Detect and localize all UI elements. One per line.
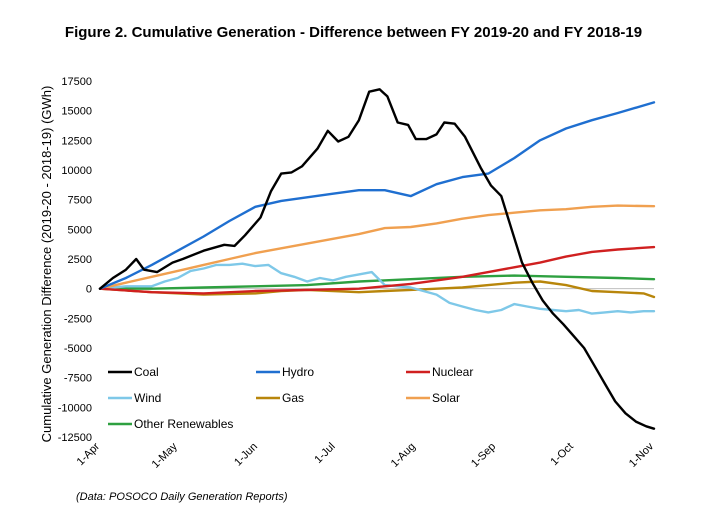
y-tick-label: 5000 (68, 224, 92, 236)
x-tick-label: 1-Apr (75, 440, 103, 468)
x-tick-label: 1-Sep (469, 441, 498, 470)
series-line-gas (98, 280, 656, 299)
y-tick-label: -10000 (58, 402, 92, 414)
y-tick-label: 0 (86, 284, 92, 296)
source-note: (Data: POSOCO Daily Generation Reports) (76, 491, 288, 503)
y-tick-label: 17500 (61, 76, 92, 88)
series-line-coal (98, 88, 656, 430)
x-tick-label: 1-Nov (627, 440, 657, 470)
x-tick-label: 1-Jun (232, 441, 260, 469)
y-tick-label: 7500 (68, 195, 92, 207)
y-tick-label: 15000 (61, 106, 92, 118)
x-tick-label: 1-Jul (312, 441, 337, 466)
legend-label-wind: Wind (134, 391, 161, 405)
y-axis-label: Cumulative Generation Difference (2019-2… (39, 86, 54, 443)
series-line-other-renewables (98, 274, 656, 290)
legend-label-hydro: Hydro (282, 365, 314, 379)
series-line-wind (98, 262, 656, 315)
series-line-solar (98, 204, 656, 290)
legend-label-solar: Solar (432, 391, 460, 405)
y-tick-label: -5000 (64, 343, 92, 355)
legend-label-gas: Gas (282, 391, 304, 405)
y-tick-label: 10000 (61, 165, 92, 177)
x-tick-label: 1-May (150, 440, 180, 470)
y-tick-label: -12500 (58, 432, 92, 444)
series-line-nuclear (98, 245, 656, 295)
chart-title: Figure 2. Cumulative Generation - Differ… (64, 24, 643, 41)
x-tick-label: 1-Aug (389, 441, 418, 470)
legend-label-coal: Coal (134, 365, 159, 379)
series-line-hydro (98, 101, 656, 290)
y-tick-label: 2500 (68, 254, 92, 266)
y-tick-label: -2500 (64, 313, 92, 325)
x-tick-label: 1-Oct (548, 441, 576, 469)
y-tick-label: -7500 (64, 373, 92, 385)
legend-label-nuclear: Nuclear (432, 365, 473, 379)
y-tick-label: 12500 (61, 135, 92, 147)
legend-label-other-renewables: Other Renewables (134, 417, 233, 431)
